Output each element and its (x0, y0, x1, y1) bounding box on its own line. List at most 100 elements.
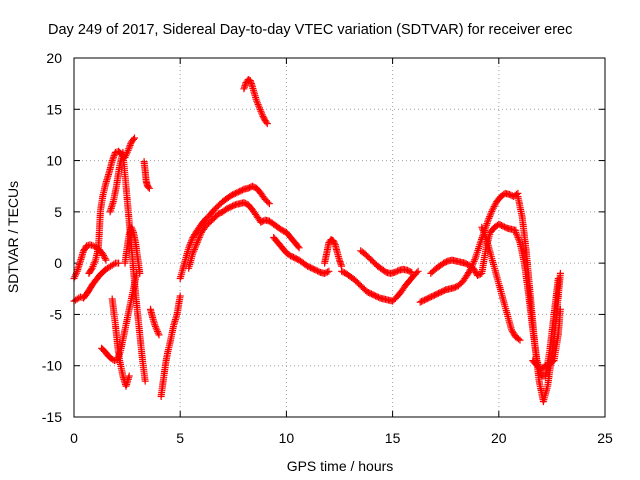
y-tick-label: -15 (42, 409, 62, 425)
x-tick-label: 15 (385, 430, 401, 446)
y-tick-label: 10 (46, 153, 62, 169)
data-point-marker (556, 269, 564, 277)
y-tick-label: 15 (46, 101, 62, 117)
data-point-marker (556, 305, 564, 313)
chart-title: Day 249 of 2017, Sidereal Day-to-day VTE… (48, 22, 572, 38)
data-point-marker (193, 240, 200, 248)
data-point-marker (408, 268, 416, 276)
x-tick-label: 20 (491, 430, 507, 446)
data-point-marker (154, 329, 162, 337)
data-point-marker (265, 200, 273, 208)
data-point-marker (480, 228, 488, 236)
data-point-marker (414, 267, 422, 275)
data-point-marker (151, 321, 159, 329)
series-trace-w (514, 193, 564, 406)
x-tick-label: 0 (70, 430, 78, 446)
data-point-marker (264, 198, 272, 206)
series-trace-q (338, 267, 422, 305)
x-tick-label: 25 (597, 430, 613, 446)
data-point-marker (484, 216, 492, 224)
plot-frame (73, 57, 606, 418)
data-point-marker (515, 235, 523, 243)
data-point-marker (324, 268, 331, 276)
data-point-marker (125, 143, 133, 151)
data-point-marker (102, 256, 110, 264)
data-point-marker (194, 237, 202, 245)
data-point-marker (481, 230, 489, 238)
series-trace-l (185, 199, 265, 272)
series-trace-t (427, 220, 520, 279)
series-trace-b (70, 241, 110, 282)
data-point-marker (516, 336, 524, 344)
data-point-marker (188, 235, 196, 243)
data-point-marker (257, 107, 265, 115)
data-point-marker (489, 204, 497, 212)
data-point-marker (515, 335, 523, 343)
data-point-marker (471, 256, 479, 264)
data-point-marker (152, 324, 160, 332)
data-point-marker (255, 102, 263, 110)
data-point-marker (512, 228, 520, 236)
data-point-marker (253, 99, 261, 107)
data-point-marker (108, 201, 116, 209)
series-trace-k (176, 182, 273, 282)
data-point-marker (195, 235, 203, 243)
series-trace-o (270, 234, 333, 277)
data-point-marker (144, 183, 152, 191)
x-axis-label: GPS time / hours (287, 458, 394, 474)
data-point-marker (488, 206, 496, 214)
data-point-marker (192, 242, 200, 250)
data-point-marker (74, 264, 82, 272)
data-point-marker (189, 249, 197, 257)
data-point-marker (331, 239, 338, 247)
series-trace-s (416, 189, 522, 306)
series-trace-x (529, 305, 564, 373)
data-point-marker (129, 227, 137, 235)
data-point-marker (101, 255, 109, 262)
data-point-marker (145, 184, 153, 192)
y-tick-label: -10 (42, 358, 62, 374)
y-tick-label: 0 (54, 255, 62, 271)
data-point-marker (256, 104, 263, 112)
data-point-marker (193, 239, 201, 247)
data-point-marker (295, 244, 303, 252)
data-point-marker (325, 267, 333, 275)
data-point-marker (110, 152, 118, 160)
data-point-marker (131, 134, 138, 142)
data-point-marker (479, 225, 486, 233)
data-point-marker (100, 253, 108, 261)
data-point-marker (258, 111, 266, 119)
series-trace-f (108, 295, 133, 390)
data-point-marker (406, 268, 414, 276)
data-point-marker (487, 209, 495, 217)
y-tick-label: -5 (50, 306, 63, 322)
y-tick-label: 5 (54, 204, 62, 220)
data-point-marker (128, 225, 136, 233)
series-trace-i (147, 305, 163, 339)
data-marks (70, 76, 564, 406)
data-point-marker (253, 97, 261, 105)
data-point-marker (176, 292, 184, 300)
data-point-marker (108, 157, 116, 165)
data-point-marker (263, 120, 271, 128)
series-trace-p (321, 236, 346, 270)
data-point-marker (294, 243, 302, 250)
data-point-marker (488, 208, 496, 215)
data-point-marker (479, 227, 487, 235)
y-axis-label: SDTVAR / TECUs (5, 181, 21, 293)
data-point-marker (136, 269, 144, 277)
data-point-marker (100, 251, 107, 259)
data-point-marker (190, 247, 198, 255)
data-point-marker (262, 118, 270, 126)
series-trace-j (157, 292, 184, 400)
data-point-marker (110, 260, 118, 268)
x-tick-label: 10 (279, 430, 295, 446)
data-point-marker (470, 257, 478, 265)
data-point-marker (195, 234, 203, 241)
series-trace-u (478, 223, 524, 344)
data-point-marker (151, 322, 159, 330)
data-point-marker (188, 237, 195, 245)
data-point-marker (125, 372, 133, 380)
